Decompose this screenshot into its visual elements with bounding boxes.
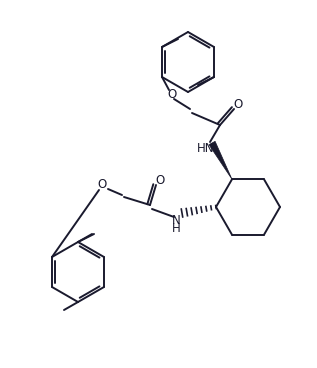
Text: O: O — [97, 178, 107, 191]
Text: O: O — [167, 88, 177, 102]
Text: H: H — [171, 223, 180, 236]
Text: N: N — [171, 215, 180, 227]
Text: HN: HN — [197, 142, 215, 156]
Polygon shape — [209, 141, 232, 179]
Text: O: O — [155, 173, 165, 187]
Text: O: O — [233, 99, 243, 112]
